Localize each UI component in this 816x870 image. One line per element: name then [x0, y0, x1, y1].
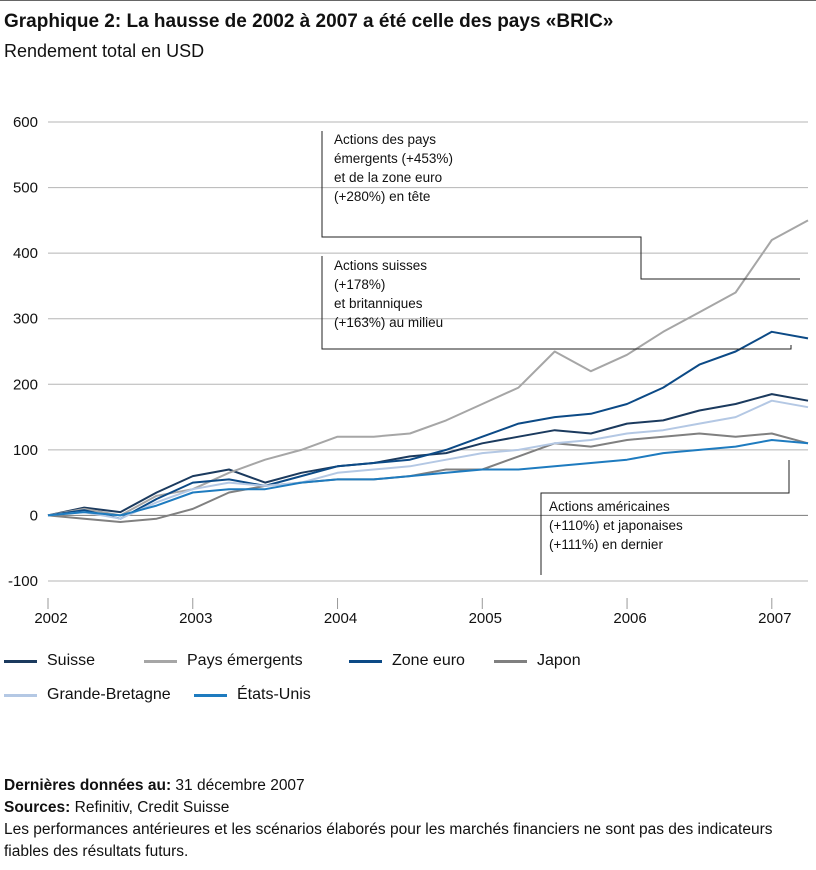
last-data-value: 31 décembre 2007 — [171, 777, 305, 794]
legend-swatch — [4, 659, 37, 663]
annotation-leader-last — [540, 460, 790, 575]
series-line — [47, 330, 809, 520]
y-tick-label: 100 — [13, 442, 38, 459]
x-tick-labels: 2002 2003 2004 2005 2006 2007 — [34, 598, 791, 627]
grid-lines — [48, 121, 808, 582]
legend-item: Zone euro — [349, 652, 465, 670]
y-tick-label: 400 — [13, 245, 38, 262]
y-tick-label: 300 — [13, 311, 38, 328]
sources-value: Refinitiv, Credit Suisse — [70, 799, 230, 816]
legend-swatch — [194, 693, 227, 697]
legend-label: Pays émergents — [187, 652, 303, 669]
line-chart: 600 500 400 300 200 100 0 -100 2002 2003 2004 2005… — [8, 114, 809, 627]
legend-item: Pays émergents — [144, 652, 303, 670]
legend-item: Japon — [494, 652, 581, 670]
series-line — [47, 399, 809, 520]
sources-label: Sources: — [4, 799, 71, 816]
legend-label: Zone euro — [392, 652, 465, 669]
top-rule — [0, 0, 816, 1]
x-tick-label: 2006 — [613, 610, 646, 627]
legend-swatch — [144, 659, 177, 663]
x-tick-label: 2007 — [758, 610, 791, 627]
y-tick-label: -100 — [8, 573, 38, 590]
annotation-leader-emerging — [321, 131, 800, 280]
y-tick-label: 200 — [13, 376, 38, 393]
y-tick-label: 500 — [13, 180, 38, 197]
legend-item: Grande-Bretagne — [4, 686, 171, 704]
legend-label: Suisse — [47, 652, 96, 669]
x-tick-label: 2002 — [34, 610, 67, 627]
disclaimer: Les performances antérieures et les scén… — [4, 821, 773, 860]
annotation-emerging: Actions des pays émergents (+453%) et de… — [334, 132, 457, 204]
legend-swatch — [349, 659, 382, 663]
legend-label: Japon — [537, 652, 581, 669]
legend-label: Grande-Bretagne — [47, 686, 171, 703]
legend-item: États-Unis — [194, 686, 311, 704]
annotation-last: Actions américaines (+110%) et japonaise… — [549, 499, 686, 552]
x-tick-label: 2004 — [324, 610, 357, 627]
series-line — [47, 439, 809, 517]
legend-swatch — [494, 659, 527, 663]
x-tick-label: 2003 — [179, 610, 212, 627]
series-lines — [47, 219, 809, 523]
annotations: Actions des pays émergents (+453%) et de… — [321, 131, 800, 575]
chart-title: Graphique 2: La hausse de 2002 à 2007 a … — [4, 11, 614, 32]
legend-swatch — [4, 693, 37, 697]
annotation-leader-middle — [321, 256, 792, 350]
series-line — [47, 219, 809, 517]
legend-item: Suisse — [4, 652, 95, 670]
annotation-middle: Actions suisses (+178%) et britanniques … — [334, 258, 443, 330]
series-line — [47, 432, 809, 523]
x-tick-label: 2005 — [469, 610, 502, 627]
sources-line: Sources: Refinitiv, Credit Suisse — [4, 797, 804, 819]
y-tick-labels: 600 500 400 300 200 100 0 -100 — [8, 114, 38, 590]
y-tick-label: 600 — [13, 114, 38, 131]
chart-subtitle: Rendement total en USD — [4, 41, 205, 61]
last-data-label: Dernières données au: — [4, 777, 172, 794]
y-tick-label: 0 — [30, 507, 38, 524]
legend-label: États-Unis — [237, 686, 311, 703]
footer: Dernières données au: 31 décembre 2007 S… — [4, 775, 804, 863]
last-data-line: Dernières données au: 31 décembre 2007 — [4, 775, 804, 797]
